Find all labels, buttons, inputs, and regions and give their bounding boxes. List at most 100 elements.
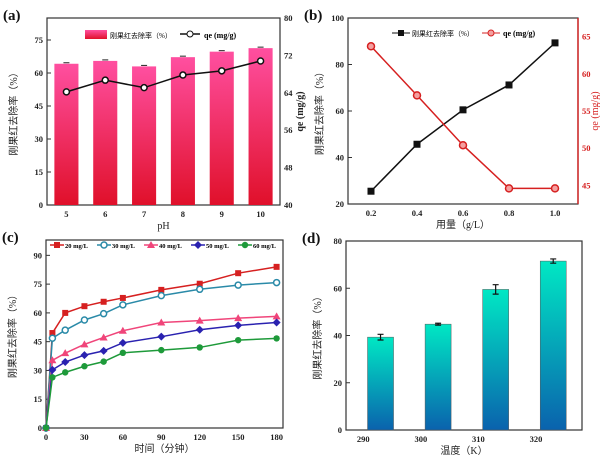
data-point	[119, 301, 127, 309]
legend-label: 刚果红去除率（%）	[110, 31, 172, 40]
error-bar	[435, 322, 442, 326]
plot-frame	[46, 17, 281, 206]
error-bar	[377, 333, 384, 341]
data-point	[54, 242, 60, 248]
legend-label: qe (mg/g)	[503, 29, 536, 38]
data-point	[241, 241, 249, 249]
data-point	[272, 278, 281, 287]
data-point	[157, 291, 166, 300]
legend-swatch	[85, 30, 107, 39]
y-tick-label: 40	[336, 153, 345, 163]
data-point	[366, 42, 376, 51]
x-tick-label: 0	[44, 432, 48, 442]
y-tick-label: 60	[334, 283, 343, 293]
y2-tick-label: 56	[284, 125, 293, 135]
x-tick-label: 9	[220, 209, 224, 219]
data-point	[550, 184, 560, 193]
y-axis-label: 刚果红去除率（%）	[311, 291, 324, 379]
legend-label: 20 mg/L	[65, 243, 89, 250]
data-point	[158, 346, 165, 354]
data-point	[273, 263, 280, 270]
data-point	[100, 241, 108, 249]
y-axis-label: 刚果红去除率（%）	[313, 67, 326, 155]
y-tick-label: 80	[334, 236, 343, 246]
bar	[248, 48, 273, 205]
qe-line	[66, 60, 261, 93]
qe-point	[140, 83, 148, 92]
y-tick-label: 90	[34, 250, 43, 260]
data-point	[412, 91, 422, 100]
data-point	[62, 309, 69, 316]
x-tick-label: 60	[119, 432, 128, 442]
y-tick-label: 20	[336, 199, 345, 209]
y2-tick-label: 40	[284, 200, 293, 210]
data-point	[99, 309, 108, 318]
bar	[424, 323, 452, 431]
panel-label: (c)	[2, 230, 19, 246]
bar	[367, 336, 394, 431]
data-point	[99, 346, 108, 355]
y-tick-label: 80	[336, 60, 345, 70]
plot-frame	[45, 239, 284, 429]
x-axis-label: 用量（g/L）	[436, 219, 490, 231]
x-tick-label: 0.2	[366, 208, 377, 218]
x-tick-label: 0.6	[458, 208, 469, 218]
x-tick-label: 10	[256, 209, 265, 219]
legend-marker	[487, 29, 495, 37]
data-point	[80, 316, 89, 324]
legend-label: qe (mg/g)	[204, 31, 237, 40]
data-point	[147, 241, 155, 248]
series-line	[370, 42, 556, 192]
series-line	[45, 315, 277, 429]
legend-marker	[398, 30, 404, 36]
x-tick-label: 90	[157, 432, 166, 442]
data-point	[367, 187, 375, 195]
y-tick-label: 75	[34, 279, 43, 289]
data-point	[194, 241, 202, 249]
bar	[209, 51, 234, 205]
data-point	[119, 294, 126, 301]
series-line	[45, 321, 277, 429]
data-point	[158, 286, 165, 293]
y2-tick-label: 65	[582, 32, 591, 42]
x-tick-label: 150	[232, 432, 245, 442]
x-tick-label: 310	[472, 434, 485, 444]
bar	[54, 63, 79, 206]
bar	[93, 60, 118, 206]
data-point	[48, 365, 57, 374]
y-tick-label: 20	[334, 378, 343, 388]
y-tick-label: 30	[35, 134, 44, 144]
x-tick-label: 180	[270, 432, 283, 442]
y2-tick-label: 50	[582, 143, 591, 153]
legend-label: 30 mg/L	[112, 243, 136, 250]
y-tick-label: 30	[34, 365, 43, 375]
data-point	[100, 298, 107, 305]
y-tick-label: 60	[34, 308, 43, 318]
data-point	[505, 81, 513, 89]
data-point	[234, 336, 242, 344]
qe-point	[62, 88, 71, 96]
y-axis-label: 刚果红去除率（%）	[6, 290, 19, 378]
qe-point	[256, 57, 265, 65]
legend-label: 60 mg/L	[253, 243, 277, 250]
data-point	[272, 318, 281, 327]
data-point	[458, 140, 468, 150]
y2-tick-label: 60	[582, 69, 591, 79]
x-tick-label: 320	[530, 434, 543, 444]
legend-label: 50 mg/L	[206, 243, 230, 250]
data-point	[235, 270, 242, 277]
x-tick-label: 1.0	[550, 208, 561, 218]
data-point	[234, 314, 243, 322]
y2-tick-label: 45	[582, 180, 591, 190]
y-tick-label: 0	[338, 425, 342, 435]
data-point	[195, 285, 204, 294]
data-point	[99, 333, 108, 341]
bar	[482, 289, 509, 431]
y-tick-label: 0	[39, 200, 43, 210]
data-point	[62, 369, 69, 376]
y-tick-label: 60	[336, 106, 345, 116]
data-point	[504, 184, 514, 193]
series-line	[45, 337, 277, 429]
